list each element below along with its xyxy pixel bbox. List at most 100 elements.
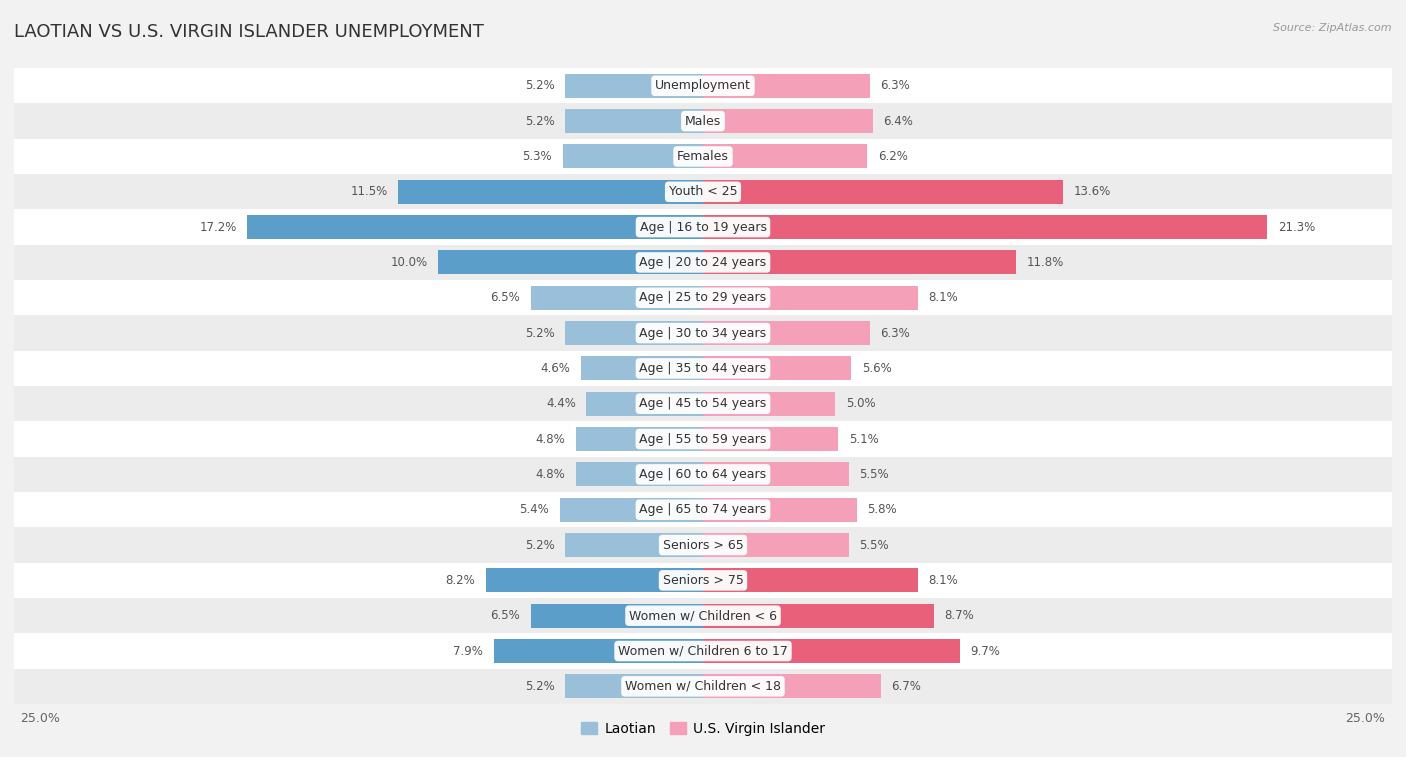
Text: 5.5%: 5.5% [859,468,889,481]
Bar [703,603,934,628]
Text: 5.1%: 5.1% [849,432,879,446]
Text: Age | 45 to 54 years: Age | 45 to 54 years [640,397,766,410]
Bar [0,210,1406,245]
Text: Age | 16 to 19 years: Age | 16 to 19 years [640,220,766,234]
Bar [703,321,870,345]
Bar [0,562,1406,598]
Text: 5.2%: 5.2% [524,538,554,552]
Bar [703,109,873,133]
Bar [494,639,703,663]
Bar [0,245,1406,280]
Bar [703,251,1015,275]
Bar [565,321,703,345]
Bar [565,73,703,98]
Bar [485,569,703,593]
Bar [565,109,703,133]
Text: Youth < 25: Youth < 25 [669,185,737,198]
Bar [703,497,856,522]
Text: 8.2%: 8.2% [446,574,475,587]
Bar [703,533,849,557]
Text: Women w/ Children < 6: Women w/ Children < 6 [628,609,778,622]
Text: 6.3%: 6.3% [880,79,910,92]
Bar [703,215,1267,239]
Bar [703,145,868,169]
Text: 17.2%: 17.2% [200,220,236,234]
Bar [576,427,703,451]
Bar [703,391,835,416]
Text: 5.2%: 5.2% [524,680,554,693]
Text: 6.3%: 6.3% [880,326,910,340]
Text: 6.5%: 6.5% [491,609,520,622]
Text: 21.3%: 21.3% [1278,220,1315,234]
Text: 5.2%: 5.2% [524,114,554,128]
Bar [703,674,880,699]
Bar [586,391,703,416]
Bar [576,463,703,487]
Bar [565,533,703,557]
Bar [581,357,703,381]
Text: Males: Males [685,114,721,128]
Text: Women w/ Children 6 to 17: Women w/ Children 6 to 17 [619,644,787,658]
Bar [0,634,1406,668]
Text: 8.1%: 8.1% [928,291,957,304]
Text: 7.9%: 7.9% [453,644,484,658]
Bar [703,463,849,487]
Bar [0,598,1406,634]
Text: 10.0%: 10.0% [391,256,427,269]
Text: 8.7%: 8.7% [945,609,974,622]
Text: 6.5%: 6.5% [491,291,520,304]
Text: 5.3%: 5.3% [523,150,553,163]
Bar [0,174,1406,210]
Text: Seniors > 65: Seniors > 65 [662,538,744,552]
Text: 4.8%: 4.8% [536,468,565,481]
Bar [703,357,852,381]
Bar [0,68,1406,104]
Text: LAOTIAN VS U.S. VIRGIN ISLANDER UNEMPLOYMENT: LAOTIAN VS U.S. VIRGIN ISLANDER UNEMPLOY… [14,23,484,41]
Text: Age | 55 to 59 years: Age | 55 to 59 years [640,432,766,446]
Bar [0,456,1406,492]
Text: 5.4%: 5.4% [520,503,550,516]
Text: 11.8%: 11.8% [1026,256,1063,269]
Text: 6.2%: 6.2% [877,150,908,163]
Bar [703,285,918,310]
Text: 5.8%: 5.8% [868,503,897,516]
Bar [703,73,870,98]
Bar [0,280,1406,316]
Bar [703,639,960,663]
Text: 5.2%: 5.2% [524,326,554,340]
Bar [0,139,1406,174]
Bar [565,674,703,699]
Text: 8.1%: 8.1% [928,574,957,587]
Bar [439,251,703,275]
Text: Age | 20 to 24 years: Age | 20 to 24 years [640,256,766,269]
Text: Age | 35 to 44 years: Age | 35 to 44 years [640,362,766,375]
Text: 6.4%: 6.4% [883,114,912,128]
Bar [0,422,1406,456]
Text: 4.8%: 4.8% [536,432,565,446]
Bar [560,497,703,522]
Text: Age | 60 to 64 years: Age | 60 to 64 years [640,468,766,481]
Text: 5.2%: 5.2% [524,79,554,92]
Text: 9.7%: 9.7% [970,644,1001,658]
Bar [703,427,838,451]
Text: 4.6%: 4.6% [541,362,571,375]
Bar [562,145,703,169]
Text: 5.6%: 5.6% [862,362,891,375]
Text: Women w/ Children < 18: Women w/ Children < 18 [626,680,780,693]
Text: Age | 30 to 34 years: Age | 30 to 34 years [640,326,766,340]
Bar [0,386,1406,422]
Bar [0,668,1406,704]
Bar [0,528,1406,562]
Bar [703,179,1063,204]
Bar [0,316,1406,350]
Text: 5.5%: 5.5% [859,538,889,552]
Legend: Laotian, U.S. Virgin Islander: Laotian, U.S. Virgin Islander [575,716,831,742]
Text: Age | 25 to 29 years: Age | 25 to 29 years [640,291,766,304]
Bar [398,179,703,204]
Text: Seniors > 75: Seniors > 75 [662,574,744,587]
Bar [531,285,703,310]
Text: 4.4%: 4.4% [546,397,576,410]
Text: 6.7%: 6.7% [891,680,921,693]
Text: Unemployment: Unemployment [655,79,751,92]
Text: 11.5%: 11.5% [350,185,388,198]
